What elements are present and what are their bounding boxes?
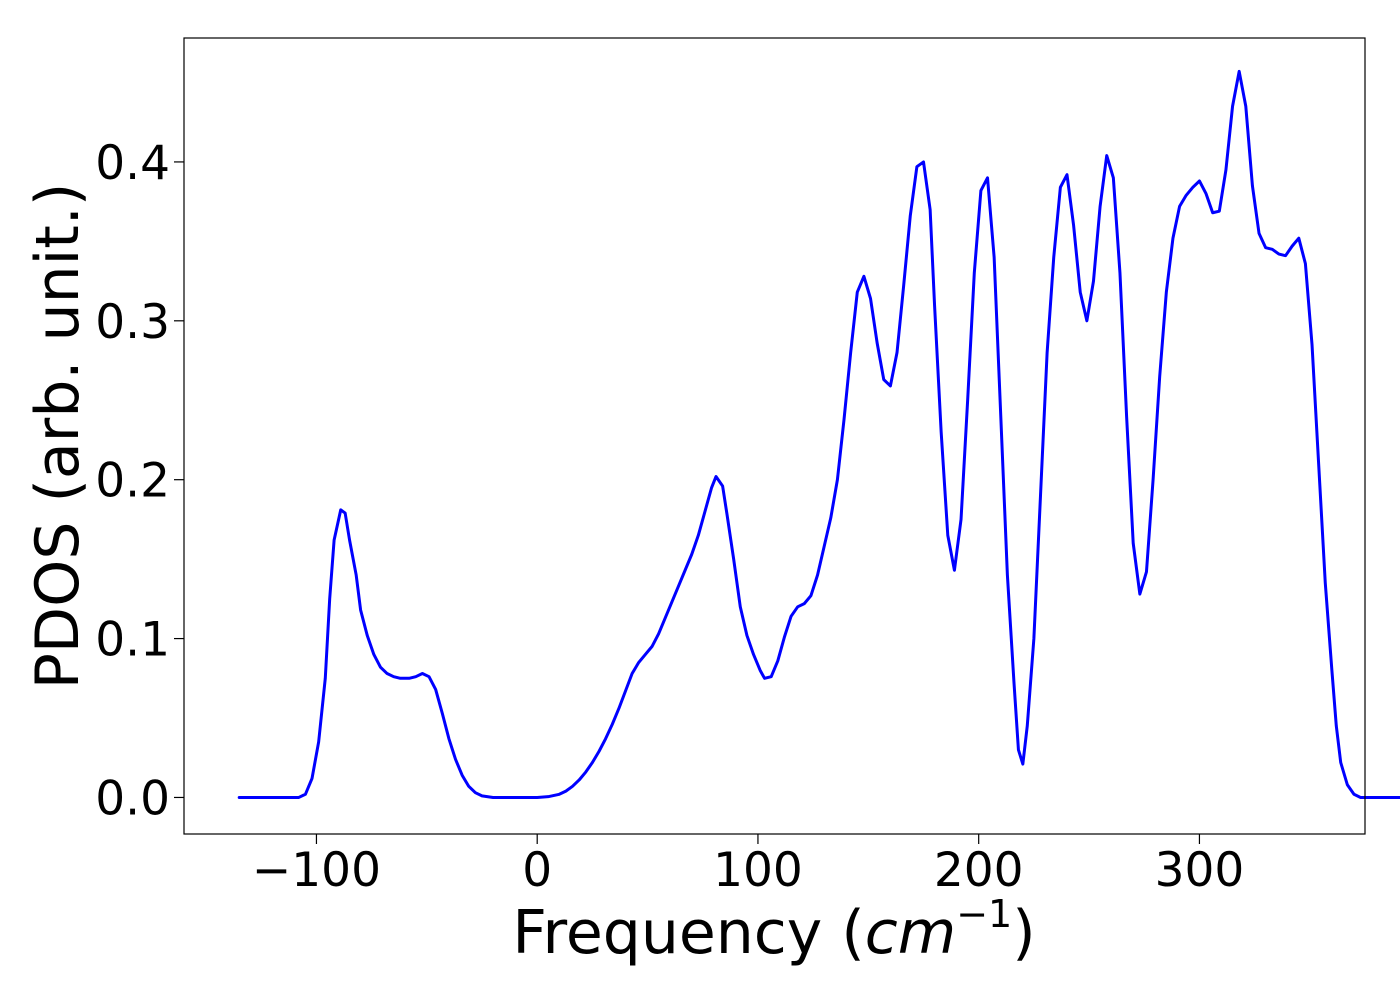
x-axis-label: Frequency (cm−1) (512, 892, 1035, 968)
y-tick-label: 0.4 (95, 136, 170, 191)
axes: −100 0 100 200 300 0.0 0.1 0.2 0.3 0.4 (95, 37, 1366, 898)
x-tick-label: 100 (713, 843, 803, 898)
x-axis-label-math-exponent: −1 (956, 892, 1012, 936)
x-axis-label-text-end: ) (1012, 898, 1035, 968)
y-tick-label: 0.3 (95, 295, 170, 350)
x-tick-label: 0 (522, 843, 552, 898)
y-tick-label: 0.1 (95, 613, 170, 668)
x-axis-label-text: Frequency ( (512, 898, 864, 968)
y-tick-label: 0.2 (95, 454, 170, 509)
plot-area (237, 69, 1400, 799)
x-tick-label: 300 (1155, 843, 1245, 898)
x-tick-label: 200 (934, 843, 1024, 898)
y-tick-label: 0.0 (95, 771, 170, 826)
y-axis-label: PDOS (arb. unit.) (23, 183, 93, 690)
x-axis-label-math-base: cm (865, 898, 956, 968)
x-tick-label: −100 (252, 843, 381, 898)
series-line-0 (237, 69, 1400, 799)
axes-frame (183, 37, 1366, 835)
